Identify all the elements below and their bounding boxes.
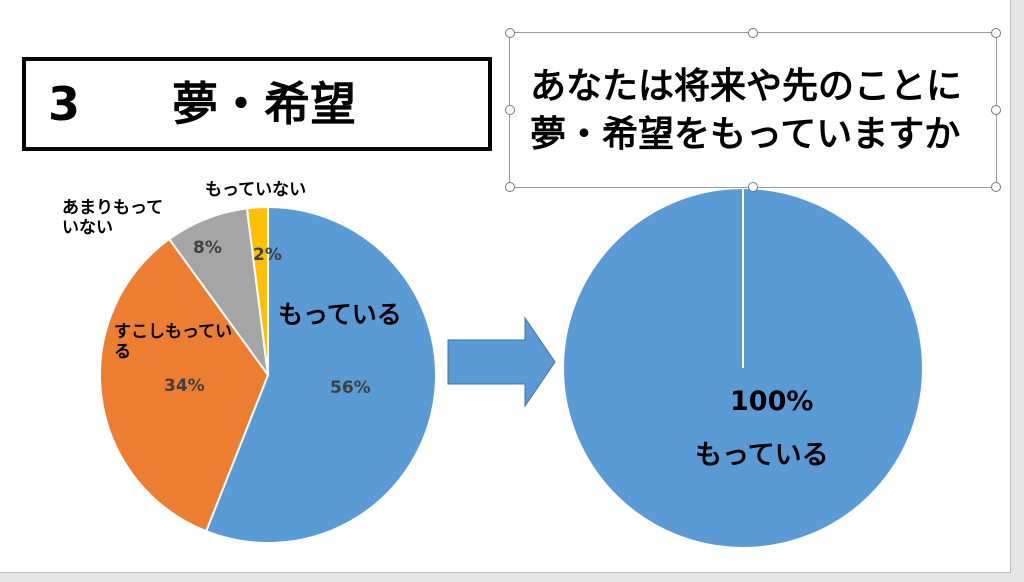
handle[interactable] [748,182,758,192]
arrow [447,316,556,408]
category-label: もっている [695,440,829,471]
question-box[interactable]: あなたは将来や先のことに夢・希望をもっていますか [505,28,1001,192]
handle[interactable] [748,28,758,38]
slide-title: 3 夢・希望 [22,57,492,151]
category-label: あまりもっていない [62,198,164,239]
handle[interactable] [505,105,515,115]
category-label: もっていない [205,180,307,200]
pie-slice [204,205,437,544]
handle[interactable] [991,28,1001,38]
category-label: すこしもっている [114,322,233,363]
value-label: 100% [730,386,814,417]
value-label: 34% [164,376,205,396]
chart-title: あなたは将来や先のことに夢・希望をもっていますか [530,66,963,155]
handle[interactable] [505,182,515,192]
value-label: 56% [330,378,371,398]
slide: 3 夢・希望 あなたは将来や先のことに夢・希望をもっていますか もっている 56%… [0,0,1011,573]
value-label: 2% [253,245,282,265]
value-label: 8% [193,238,222,258]
pie-slice [99,237,270,533]
category-label: もっている [278,300,402,329]
handle[interactable] [991,105,1001,115]
handle[interactable] [991,182,1001,192]
handle[interactable] [505,28,515,38]
charts [99,187,924,549]
pie-slice [245,205,269,376]
